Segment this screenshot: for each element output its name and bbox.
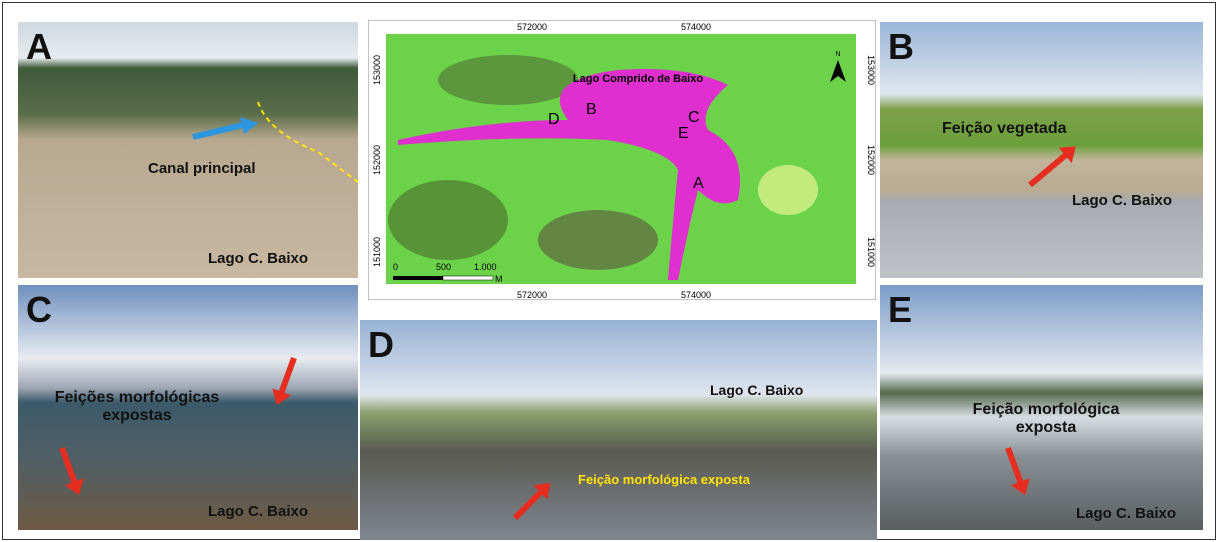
scale-label: 500 <box>436 262 451 272</box>
label: Lago C. Baixo <box>1076 505 1176 522</box>
map-point: E <box>678 125 689 142</box>
arrow <box>513 488 546 521</box>
y-tick-label: 152000 <box>866 145 876 175</box>
map-title: Lago Comprido de Baixo <box>573 73 703 85</box>
map-svg: Lago Comprido de Baixo D B C E A 572000 … <box>368 20 876 300</box>
label: Lago C. Baixo <box>208 250 308 267</box>
overlay <box>18 22 358 278</box>
arrow <box>278 357 297 397</box>
x-tick-label: 574000 <box>681 22 711 32</box>
figure: A Canal principal Lago C. Baixo Lago Com… <box>0 0 1220 542</box>
label: Feição morfológica exposta <box>956 401 1136 437</box>
scale-label: 0 <box>393 262 398 272</box>
label: Feições morfológicas expostas <box>22 389 252 425</box>
arrow <box>59 447 78 487</box>
photo-d: D Lago C. Baixo Feição morfológica expos… <box>360 320 877 540</box>
map-point: C <box>688 109 700 126</box>
arrow <box>1005 447 1024 487</box>
scale-label: 1.000 <box>474 262 497 272</box>
north: N <box>835 51 840 58</box>
y-tick-label: 153000 <box>372 55 382 85</box>
panel-letter: B <box>888 26 914 68</box>
map: Lago Comprido de Baixo D B C E A 572000 … <box>368 20 876 300</box>
label: Lago C. Baixo <box>710 382 803 398</box>
label: Feição vegetada <box>942 120 1067 138</box>
x-tick-label: 574000 <box>681 290 711 300</box>
map-point: B <box>586 101 597 118</box>
scale-label: M <box>495 274 503 284</box>
panel-letter: D <box>368 324 394 366</box>
photo-b: B Feição vegetada Lago C. Baixo <box>880 22 1203 278</box>
map-point: A <box>693 175 704 192</box>
y-tick-label: 151000 <box>866 237 876 267</box>
photo-c: C Feições morfológicas expostas Lago C. … <box>18 285 358 530</box>
photo-a: A Canal principal Lago C. Baixo <box>18 22 358 278</box>
y-tick-label: 151000 <box>372 237 382 267</box>
panel-letter: E <box>888 289 912 331</box>
y-tick-label: 153000 <box>866 55 876 85</box>
y-tick-label: 152000 <box>372 145 382 175</box>
x-tick-label: 572000 <box>517 290 547 300</box>
label: Feição morfológica exposta <box>578 472 750 487</box>
arrow <box>1028 151 1070 188</box>
photo-e: E Feição morfológica exposta Lago C. Bai… <box>880 285 1203 530</box>
panel-letter: C <box>26 289 52 331</box>
x-tick-label: 572000 <box>517 22 547 32</box>
label: Lago C. Baixo <box>208 503 308 520</box>
map-point: D <box>548 111 560 128</box>
label: Canal principal <box>148 160 256 177</box>
label: Lago C. Baixo <box>1072 192 1172 209</box>
